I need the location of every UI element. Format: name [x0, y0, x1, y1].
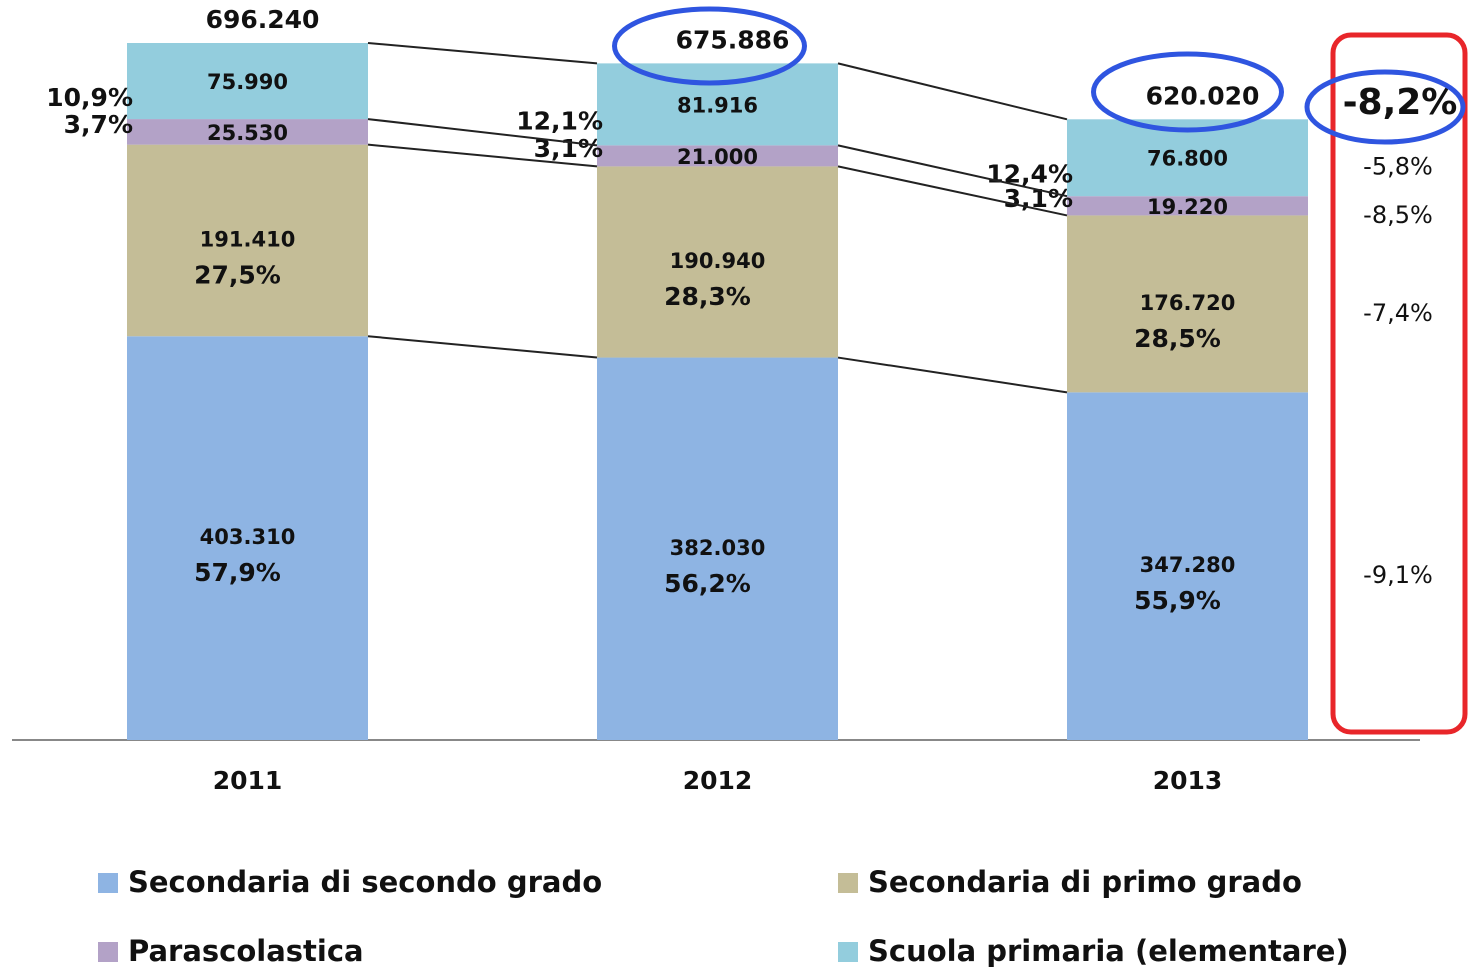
highlight-ellipse — [1304, 69, 1466, 145]
bar-segment — [597, 357, 838, 740]
value-label: 382.030 — [670, 536, 766, 560]
share-label: 3,1% — [534, 134, 603, 163]
bar-segment — [1067, 196, 1308, 216]
bar-segment — [1067, 392, 1308, 740]
change-label: -7,4% — [1363, 299, 1433, 327]
x-tick-label: 2011 — [213, 766, 283, 795]
share-label: 12,1% — [516, 106, 603, 135]
change-label: -8,5% — [1363, 201, 1433, 229]
value-label: 19.220 — [1147, 195, 1228, 219]
highlight-ellipse — [612, 6, 807, 86]
share-label: 3,7% — [64, 110, 133, 139]
legend-swatch — [838, 942, 858, 962]
value-label: 81.916 — [677, 93, 758, 117]
share-label: 56,2% — [664, 569, 751, 598]
connector — [837, 165, 1068, 217]
share-label: 27,5% — [194, 260, 281, 289]
total-label: 620.020 — [1146, 81, 1260, 110]
bar-segment — [597, 63, 838, 146]
connector — [837, 144, 1068, 198]
x-tick-label: 2013 — [1153, 766, 1223, 795]
bar-segment — [127, 144, 368, 337]
total-change-label: -8,2% — [1343, 82, 1458, 123]
value-label: 403.310 — [200, 525, 296, 549]
legend-swatch — [838, 873, 858, 893]
share-label: 57,9% — [194, 558, 281, 587]
bar-segment — [127, 336, 368, 740]
highlight-box — [1330, 32, 1468, 735]
connector — [837, 62, 1068, 121]
legend-label: Parascolastica — [128, 934, 364, 968]
value-label: 21.000 — [677, 145, 758, 169]
bar-segment — [597, 166, 838, 358]
x-tick-label: 2012 — [683, 766, 753, 795]
total-label: 675.886 — [676, 25, 790, 54]
connector — [367, 42, 598, 65]
connector — [367, 143, 598, 168]
connector — [367, 335, 598, 359]
legend-swatch — [98, 942, 118, 962]
bar-segment — [1067, 215, 1308, 393]
share-label: 28,5% — [1134, 324, 1221, 353]
bar-segment — [597, 145, 838, 167]
bar-segment — [127, 119, 368, 145]
legend-label: Secondaria di primo grado — [868, 865, 1302, 899]
highlight-ellipse — [1091, 51, 1284, 133]
share-label: 10,9% — [46, 83, 133, 112]
total-label: 696.240 — [206, 5, 320, 34]
legend-swatch — [98, 873, 118, 893]
change-label: -5,8% — [1363, 153, 1433, 181]
legend-label: Scuola primaria (elementare) — [868, 934, 1349, 968]
value-label: 190.940 — [670, 249, 766, 273]
bar-segment — [127, 43, 368, 120]
legend-label: Secondaria di secondo grado — [128, 865, 602, 899]
share-label: 55,9% — [1134, 586, 1221, 615]
value-label: 347.280 — [1140, 553, 1236, 577]
value-label: 191.410 — [200, 227, 296, 251]
share-label: 28,3% — [664, 282, 751, 311]
value-label: 25.530 — [207, 121, 288, 145]
connector — [837, 356, 1068, 394]
value-label: 176.720 — [1140, 291, 1236, 315]
share-label: 3,1% — [1004, 184, 1073, 213]
share-label: 12,4% — [986, 160, 1073, 189]
change-label: -9,1% — [1363, 561, 1433, 589]
value-label: 76.800 — [1147, 147, 1228, 171]
value-label: 75.990 — [207, 70, 288, 94]
connector — [367, 118, 598, 147]
